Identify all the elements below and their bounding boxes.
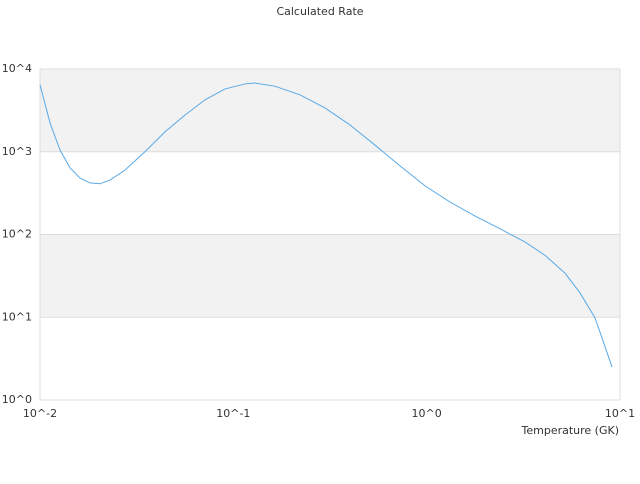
x-tick-label: 10^-2: [23, 407, 57, 420]
x-tick-label: 10^-1: [216, 407, 250, 420]
line: [39, 82, 613, 368]
y-tick-label: 10^0: [2, 393, 32, 406]
x-tick-label: 10^0: [412, 407, 442, 420]
band: [40, 69, 620, 152]
y-tick-label: 10^3: [2, 145, 32, 158]
y-tick-label: 10^1: [2, 310, 32, 323]
x-axis-label: Temperature (GK): [521, 424, 620, 437]
chart-title: Calculated Rate: [276, 5, 363, 18]
y-tick-label: 10^2: [2, 228, 32, 241]
band: [40, 234, 620, 318]
y-tick-label: 10^4: [2, 62, 32, 75]
x-tick-label: 10^1: [605, 407, 635, 420]
